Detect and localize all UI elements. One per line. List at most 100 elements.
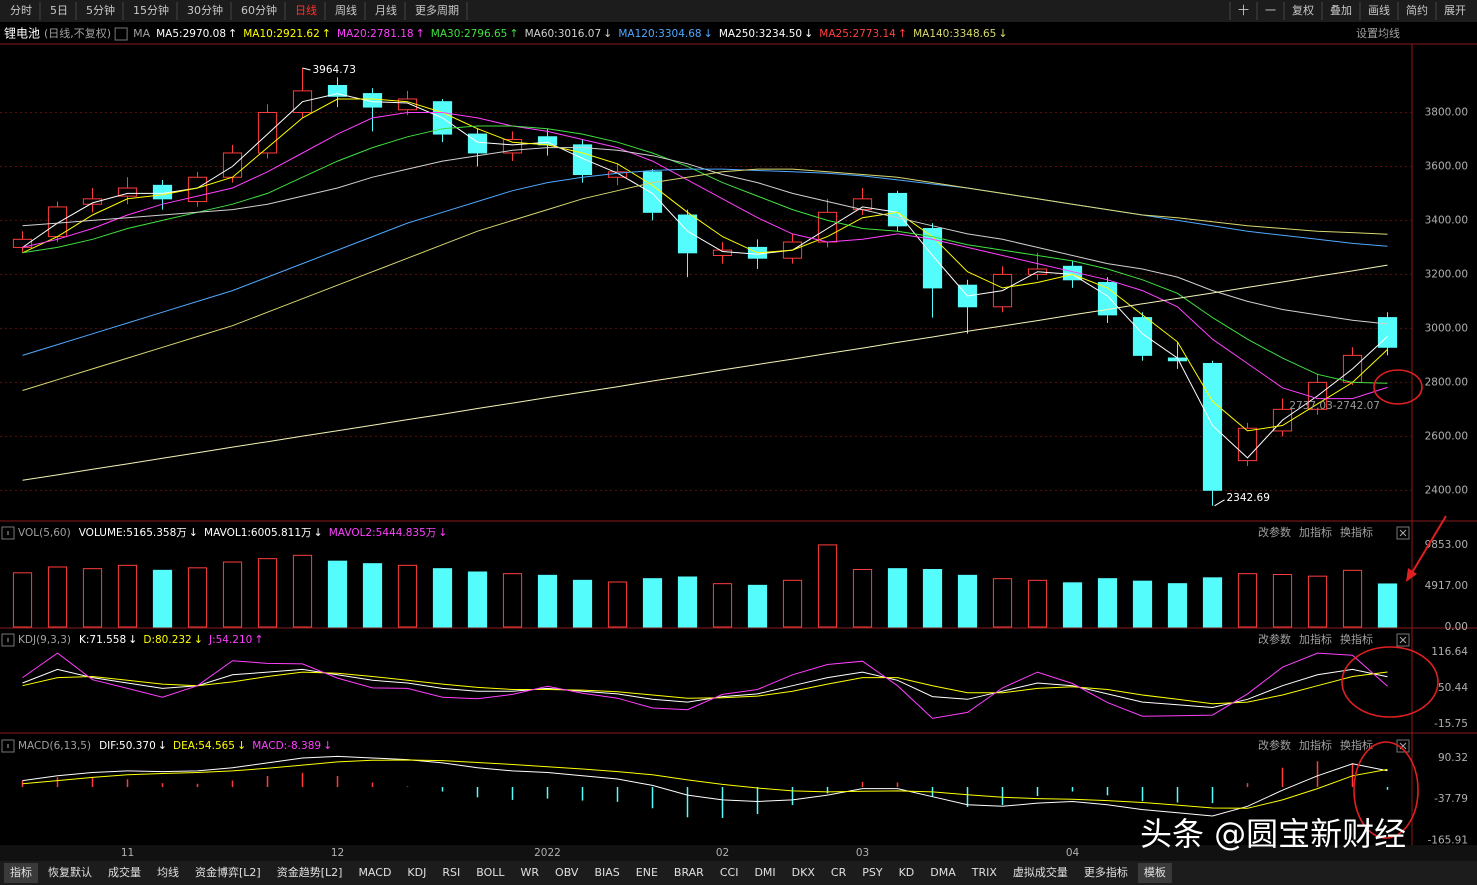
indicator-tab[interactable]: 恢复默认	[48, 865, 92, 879]
panel-button[interactable]: 加指标	[1299, 738, 1332, 752]
indicator-tab[interactable]: ENE	[636, 866, 658, 879]
indicator-tab[interactable]: 模板	[1144, 865, 1166, 879]
chart-subtitle: (日线,不复权)	[44, 26, 111, 40]
period-button[interactable]: 日线	[295, 3, 317, 17]
highlight-circle	[1373, 369, 1423, 405]
indicator-tab[interactable]: 成交量	[108, 865, 141, 879]
legend-arrow: ↓	[194, 633, 203, 646]
volume-bar	[1167, 583, 1188, 628]
tool-button[interactable]: 叠加	[1330, 4, 1352, 17]
period-button[interactable]: 60分钟	[241, 3, 277, 17]
indicator-tab[interactable]: TRIX	[971, 866, 998, 879]
indicator-tab[interactable]: 均线	[157, 865, 179, 879]
indicator-tab[interactable]: PSY	[862, 866, 883, 879]
help-box[interactable]	[114, 27, 128, 41]
indicator-tab[interactable]: 资金博弈[L2]	[195, 865, 261, 879]
indicator-tab[interactable]: MACD	[358, 866, 391, 879]
indicator-tab[interactable]: CCI	[720, 866, 739, 879]
volume-bar	[747, 584, 768, 628]
legend-entry: MA25:2773.14	[819, 28, 896, 40]
y-tick-label: 2600.00	[1425, 430, 1468, 442]
tool-button[interactable]: 简约	[1406, 3, 1428, 17]
volume-bar	[572, 579, 593, 628]
period-button[interactable]: 更多周期	[415, 3, 459, 17]
indicator-line	[22, 264, 1388, 481]
indicator-tab[interactable]: 指标	[10, 865, 32, 879]
legend-entry: KDJ(9,3,3)	[18, 634, 71, 646]
period-button[interactable]: 周线	[335, 3, 357, 17]
indicator-tab[interactable]: RSI	[442, 866, 460, 879]
legend-arrow: ↓	[314, 526, 323, 539]
indicator-tab[interactable]: KD	[899, 866, 915, 879]
period-button[interactable]: 30分钟	[187, 3, 223, 17]
legend-arrow: ↑	[898, 27, 907, 40]
tool-button[interactable]: 十	[1238, 3, 1249, 17]
indicator-tab[interactable]: 虚拟成交量	[1013, 865, 1068, 879]
volume-bar	[1307, 575, 1328, 628]
indicator-line	[22, 98, 1388, 432]
period-button[interactable]: 分时	[10, 4, 32, 17]
close-box[interactable]	[1396, 739, 1410, 753]
indicator-tab[interactable]: BIAS	[594, 866, 619, 879]
tool-button[interactable]: 展开	[1444, 4, 1466, 17]
indicator-tab[interactable]: BRAR	[674, 866, 704, 879]
legend-entry: D:80.232	[143, 634, 191, 646]
panel-button[interactable]: 改参数	[1258, 632, 1291, 646]
panel-button[interactable]: 换指标	[1340, 525, 1373, 539]
y-tick-label: 50.44	[1438, 682, 1468, 694]
volume-bar	[1062, 582, 1083, 628]
legend-arrow: ↓	[237, 739, 246, 752]
legend-arrow: ↓	[704, 27, 713, 40]
legend-entry: MA20:2781.18	[337, 28, 414, 40]
settings-button[interactable]: 设置均线	[1356, 26, 1400, 40]
legend-arrow: ↓	[323, 739, 332, 752]
volume-bar	[817, 544, 838, 628]
close-box[interactable]	[1396, 633, 1410, 647]
indicator-tab[interactable]: 资金趋势[L2]	[277, 865, 343, 879]
volume-bar	[152, 569, 173, 628]
period-button[interactable]: 月线	[375, 3, 397, 17]
panel-button[interactable]: 换指标	[1340, 738, 1373, 752]
period-button[interactable]: 15分钟	[133, 3, 169, 17]
indicator-tab[interactable]: OBV	[555, 866, 579, 879]
low-pointer	[1214, 499, 1225, 507]
candle-body	[1132, 317, 1153, 356]
panel-button[interactable]: 加指标	[1299, 525, 1332, 539]
tool-button[interactable]: 一	[1265, 4, 1276, 17]
legend-entry: DIF:50.370	[99, 740, 156, 752]
x-tick-label: 04	[1066, 847, 1080, 859]
help-box[interactable]	[1, 739, 15, 753]
indicator-tab[interactable]: DKX	[792, 866, 816, 879]
indicator-tab[interactable]: DMA	[930, 866, 956, 879]
indicator-tab[interactable]: CR	[831, 866, 847, 879]
volume-bar	[782, 579, 803, 628]
candle-body	[467, 133, 488, 154]
indicator-line	[22, 671, 1388, 705]
indicator-tab[interactable]: DMI	[754, 866, 775, 879]
tool-button[interactable]: 复权	[1292, 3, 1314, 17]
period-button[interactable]: 5分钟	[86, 3, 115, 17]
high-pointer	[302, 67, 311, 71]
indicator-tab[interactable]: BOLL	[476, 866, 505, 879]
toolbar-bg	[0, 0, 1477, 22]
volume-bar	[117, 564, 138, 628]
panel-button[interactable]: 加指标	[1299, 632, 1332, 646]
indicator-line	[22, 112, 1388, 400]
period-button[interactable]: 5日	[50, 4, 68, 17]
indicator-tab[interactable]: 更多指标	[1084, 865, 1128, 879]
indicator-tab[interactable]: WR	[521, 866, 540, 879]
legend-entry: MA10:2921.62	[243, 28, 320, 40]
candle-body	[257, 111, 278, 154]
help-box[interactable]	[1, 526, 15, 540]
panel-button[interactable]: 改参数	[1258, 525, 1291, 539]
x-tick-label: 02	[716, 847, 729, 859]
close-box[interactable]	[1396, 526, 1410, 540]
volume-bar	[397, 564, 418, 628]
legend-arrow: ↑	[416, 27, 425, 40]
indicator-tab[interactable]: KDJ	[407, 866, 426, 879]
tool-button[interactable]: 画线	[1368, 3, 1390, 17]
panel-button[interactable]: 改参数	[1258, 738, 1291, 752]
help-box[interactable]	[1, 633, 15, 647]
panel-button[interactable]: 换指标	[1340, 632, 1373, 646]
